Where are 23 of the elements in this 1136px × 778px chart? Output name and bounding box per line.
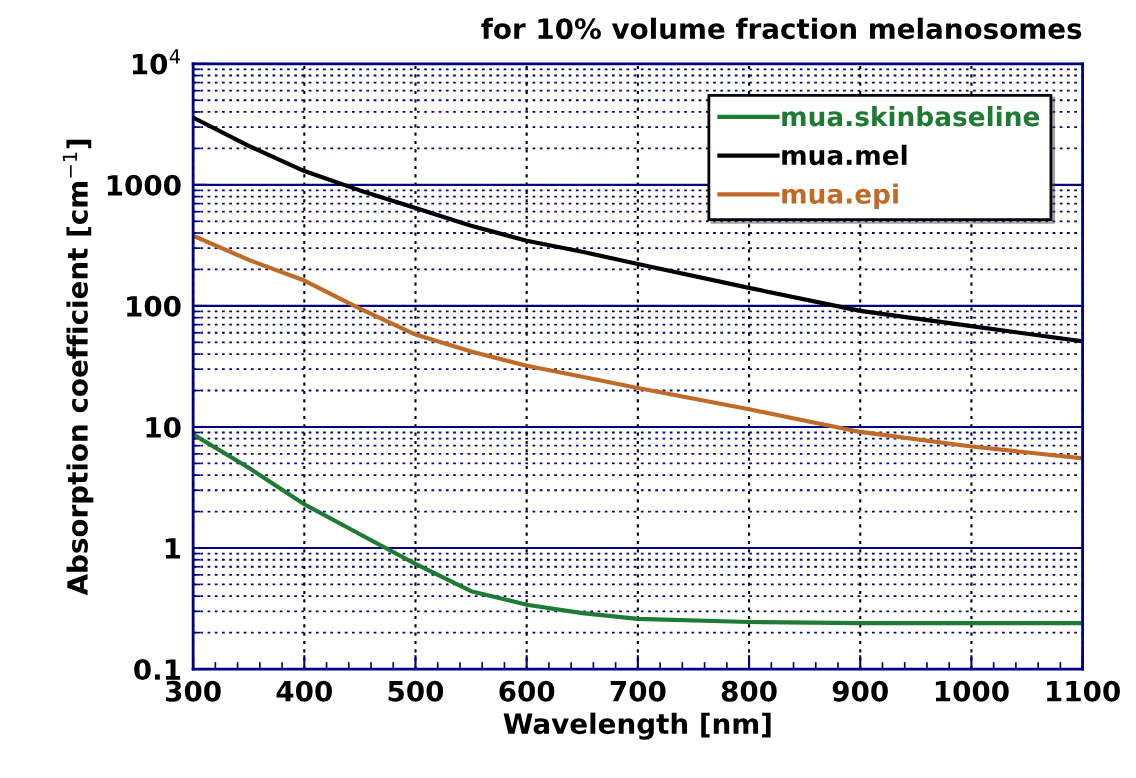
x-tick-label: 900: [832, 680, 888, 702]
legend-label: mua.mel: [782, 144, 907, 166]
y-tick-label: 1: [165, 538, 181, 559]
x-axis-title: Wavelength [nm]: [503, 712, 771, 740]
y-tick-label: 100: [127, 295, 181, 317]
x-tick-label: 800: [721, 680, 777, 702]
y-axis-title: Absorption coefficient [cm$^{−1}$]: [62, 139, 94, 596]
chart-title: for 10% volume fraction melanosomes: [481, 17, 1082, 40]
x-tick-label: 300: [165, 680, 221, 702]
x-tick-label: 700: [610, 680, 666, 702]
x-tick-label: 500: [388, 680, 444, 702]
line-series: [193, 233, 1083, 461]
line-series: [193, 432, 1083, 626]
y-tick-label: 10: [146, 416, 181, 438]
x-tick-label: 400: [276, 680, 332, 702]
x-tick-label: 1000: [935, 680, 1009, 702]
y-tick-label: 10$^{4}$: [132, 49, 180, 75]
legend-label: mua.skinbaseline: [782, 106, 1040, 127]
x-tick-label: 600: [499, 680, 555, 702]
legend-label: mua.epi: [782, 183, 898, 210]
y-tick-label: 0.1: [134, 659, 181, 681]
x-tick-label: 1100: [1047, 680, 1120, 702]
y-tick-label: 1000: [107, 174, 181, 196]
